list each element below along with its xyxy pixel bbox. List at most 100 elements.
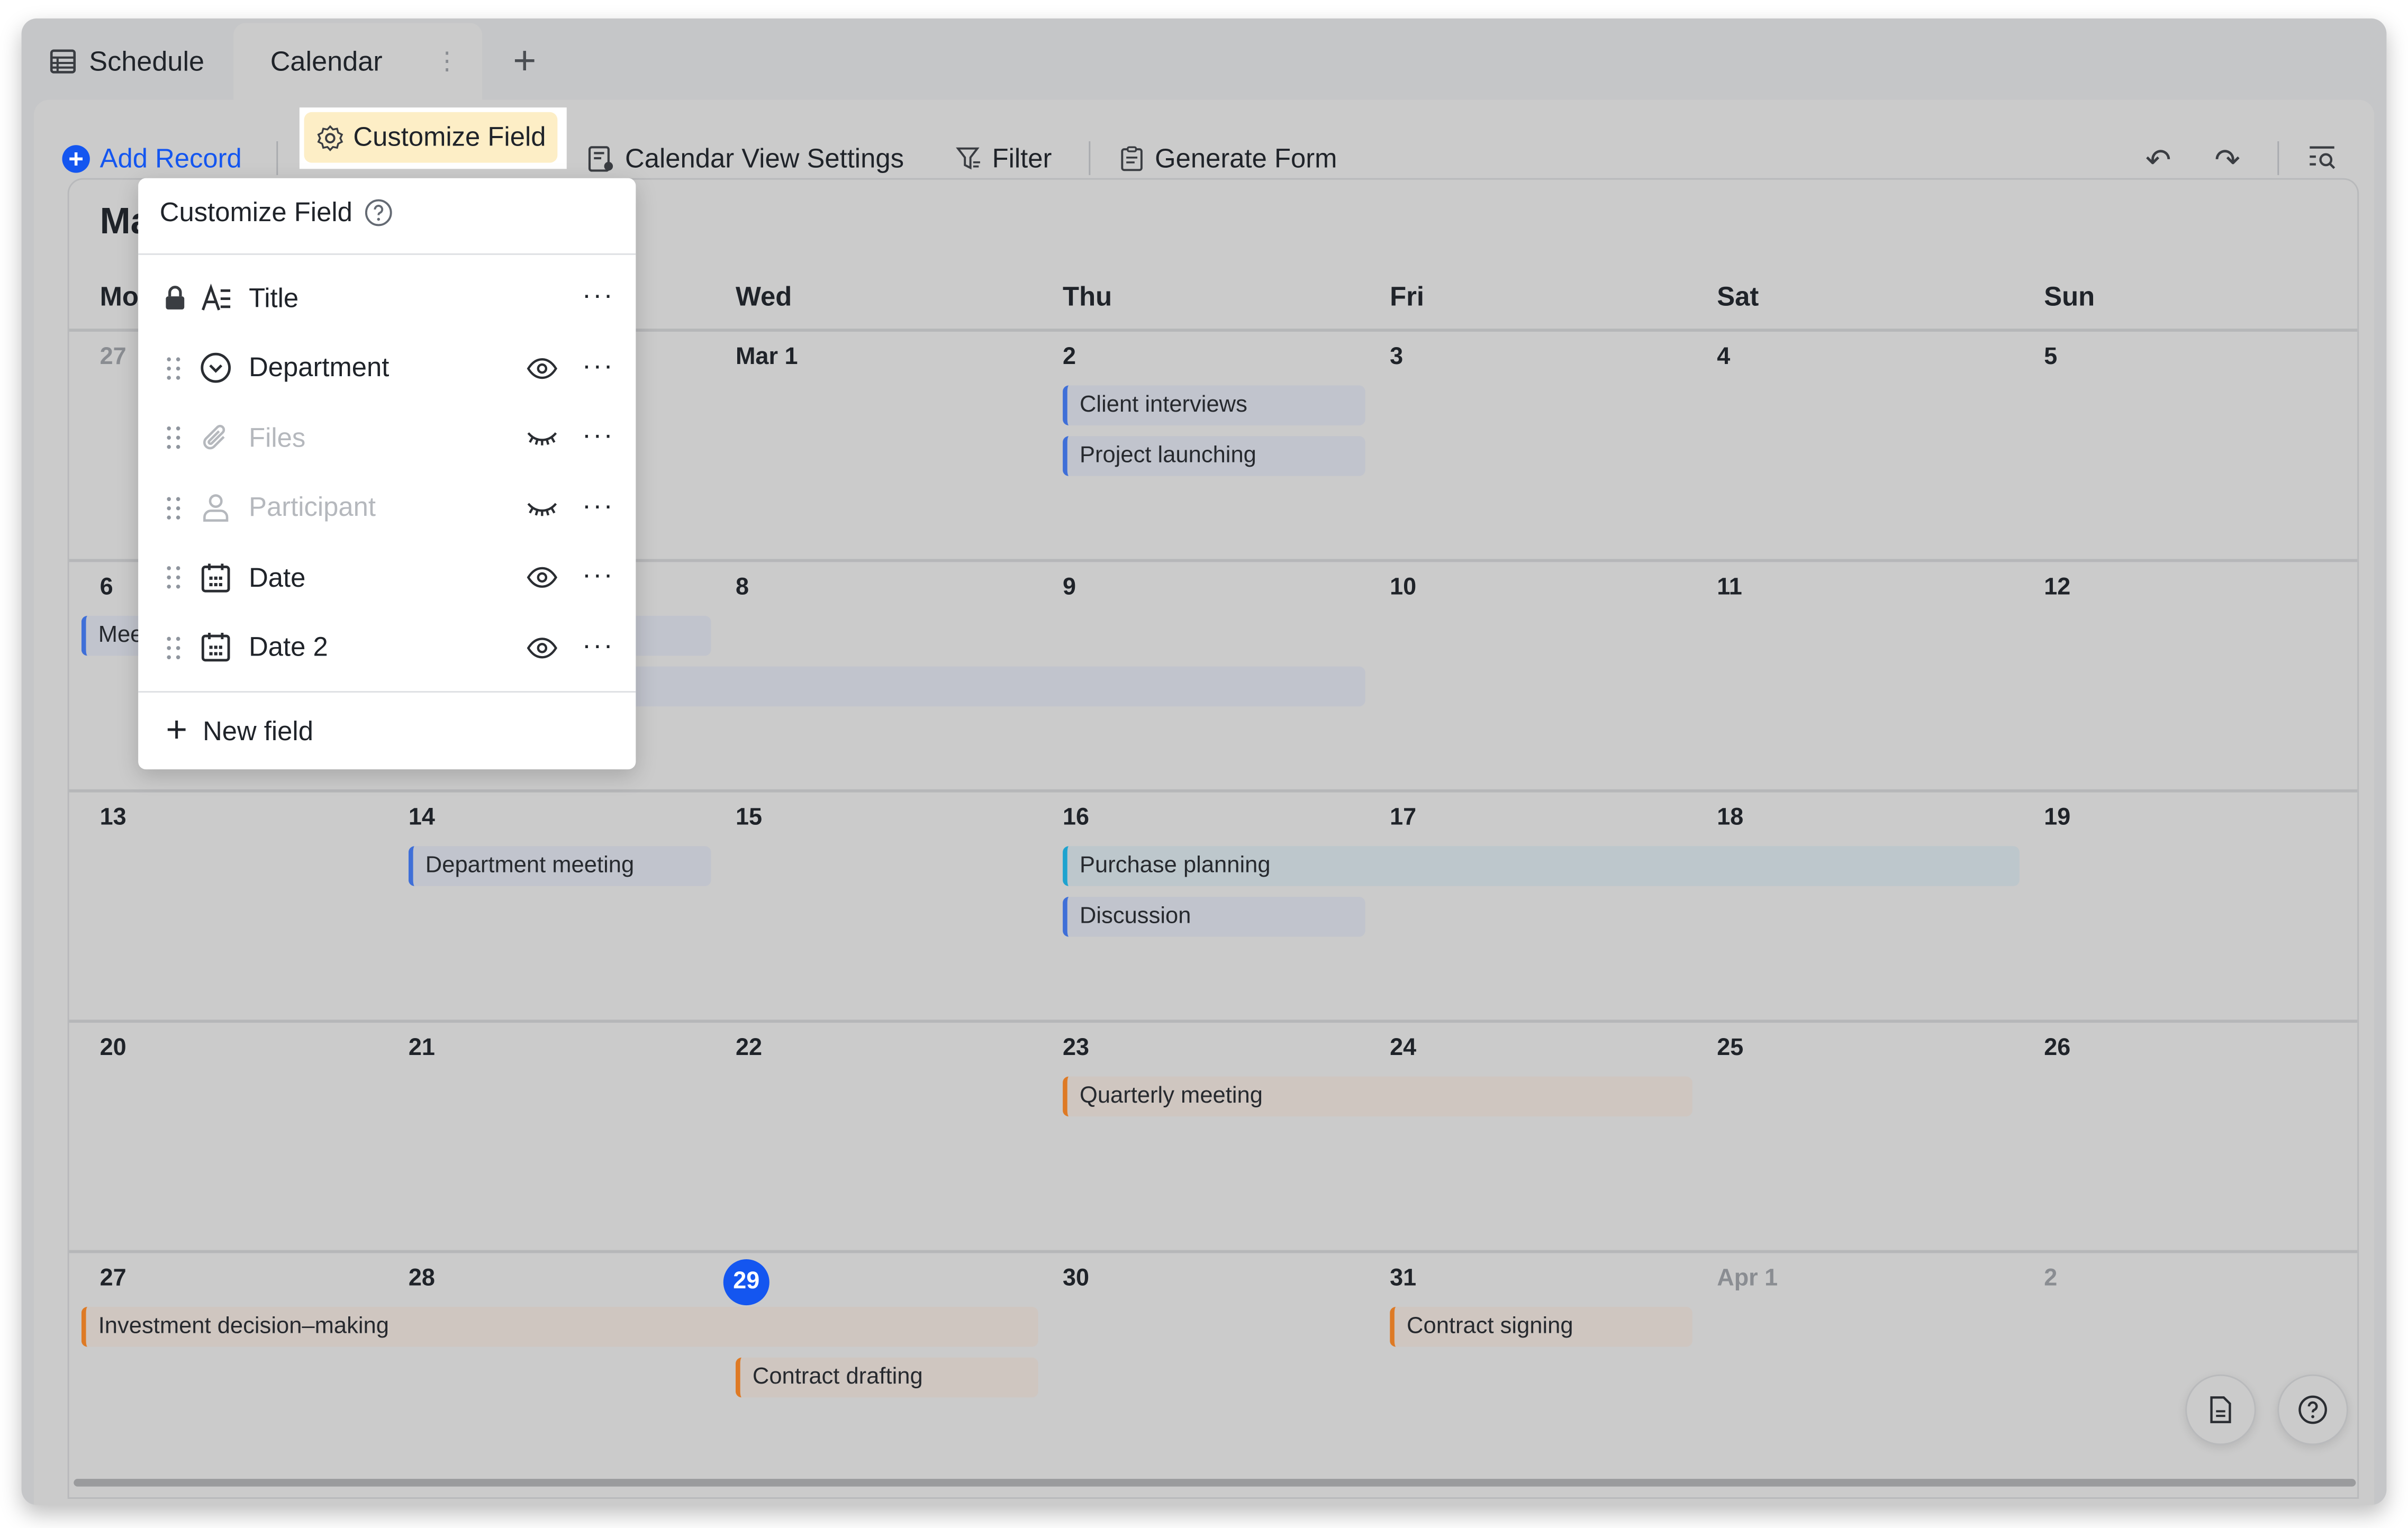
date-number: 24 (1390, 1035, 1417, 1061)
day-cell[interactable] (1390, 1253, 1717, 1480)
calendar-event[interactable]: Client interviews (1063, 385, 1365, 425)
more-icon[interactable]: ··· (582, 629, 614, 660)
field-row[interactable]: Date 2 ··· (138, 616, 636, 678)
eye-icon[interactable] (527, 357, 558, 379)
calendar-event[interactable]: Purchase planning (1063, 846, 2020, 886)
help-icon[interactable] (365, 198, 394, 227)
day-cell[interactable] (1063, 1253, 1390, 1480)
date-number: Mar 1 (735, 344, 798, 370)
field-row[interactable]: Title ··· (138, 267, 636, 329)
tab-more-icon[interactable]: ⋮ (434, 49, 459, 76)
date-number: 31 (1390, 1265, 1417, 1292)
week-divider (69, 1250, 2358, 1253)
eye-closed-icon[interactable] (527, 429, 557, 447)
form-icon (1121, 145, 1143, 170)
generate-form-button[interactable]: Generate Form (1118, 128, 1337, 189)
field-row[interactable]: Participant ··· (138, 477, 636, 538)
calendar-event[interactable]: Project launching (1063, 436, 1365, 476)
eye-closed-icon[interactable] (527, 498, 557, 517)
divider (138, 253, 636, 255)
date-number: 21 (408, 1035, 435, 1061)
day-cell[interactable] (1063, 1023, 1390, 1250)
drag-handle-icon[interactable] (166, 356, 181, 380)
day-cell[interactable] (82, 1253, 409, 1480)
field-name: Files (249, 421, 306, 452)
divider (138, 691, 636, 693)
day-cell[interactable] (2044, 332, 2371, 559)
day-cell[interactable] (1717, 332, 2044, 559)
day-cell[interactable] (1717, 1023, 2044, 1250)
calendar-event[interactable]: Contract signing (1390, 1307, 1692, 1347)
date-number: 14 (408, 804, 435, 831)
more-icon[interactable]: ··· (582, 559, 614, 590)
horizontal-scrollbar[interactable] (74, 1479, 2356, 1487)
calendar-event[interactable]: Contract drafting (735, 1357, 1038, 1398)
date-number: 8 (735, 574, 749, 601)
add-record-button[interactable]: Add Record (61, 128, 242, 189)
calendar-view-settings-button[interactable]: Calendar View Settings (586, 128, 904, 189)
day-cell[interactable] (1717, 562, 2044, 789)
tab-schedule[interactable]: Schedule (24, 23, 229, 100)
field-name: Participant (249, 491, 376, 522)
redo-icon[interactable]: ↷ (2214, 144, 2241, 178)
date-number: 17 (1390, 804, 1417, 831)
drag-handle-icon[interactable] (166, 425, 181, 450)
new-field-button[interactable]: + New field (138, 701, 636, 762)
day-cell[interactable] (82, 1023, 409, 1250)
more-icon[interactable]: ··· (582, 419, 614, 450)
day-cell[interactable] (2044, 562, 2371, 789)
more-icon[interactable]: ··· (582, 279, 614, 311)
more-icon[interactable]: ··· (582, 349, 614, 380)
date-number: 5 (2044, 344, 2058, 370)
drag-handle-icon[interactable] (166, 565, 181, 589)
drag-handle-icon[interactable] (166, 495, 181, 520)
day-cell[interactable] (2044, 793, 2371, 1020)
field-row[interactable]: Date ··· (138, 547, 636, 608)
customize-field-button[interactable]: Customize Field (304, 112, 558, 163)
week-divider (69, 1020, 2358, 1023)
filter-button[interactable]: Filter (955, 128, 1052, 189)
tab-label: Schedule (89, 45, 205, 76)
view-content: Add Record Customize Field Calendar View… (33, 99, 2375, 1505)
lock-icon (166, 286, 185, 310)
add-tab-button[interactable]: + (513, 37, 537, 83)
day-cell[interactable] (82, 793, 409, 1020)
filter-label: Filter (992, 142, 1052, 173)
day-cell[interactable] (1717, 793, 2044, 1020)
day-cell[interactable] (409, 1253, 736, 1480)
eye-icon[interactable] (527, 636, 558, 658)
eye-icon[interactable] (527, 567, 558, 588)
weekday-header: Sat (1717, 281, 1759, 312)
document-button[interactable] (2185, 1374, 2256, 1445)
date-number: 22 (735, 1035, 763, 1061)
day-cell[interactable] (736, 1023, 1063, 1250)
add-record-label: Add Record (99, 142, 242, 173)
field-row[interactable]: Department ··· (138, 337, 636, 398)
day-cell[interactable] (1390, 332, 1717, 559)
day-cell[interactable] (409, 1023, 736, 1250)
day-cell[interactable] (409, 793, 736, 1020)
date-number: 2 (1063, 344, 1076, 370)
more-icon[interactable]: ··· (582, 489, 614, 520)
day-cell[interactable] (2044, 1253, 2371, 1480)
single-select-icon (201, 352, 231, 383)
day-cell[interactable] (1390, 793, 1717, 1020)
search-list-icon[interactable] (2307, 144, 2338, 172)
day-cell[interactable] (1390, 562, 1717, 789)
plus-icon: + (166, 709, 188, 751)
calendar-grid: Ma MonTueWedThuFriSatSun 2728Mar 1234567… (67, 178, 2359, 1499)
filter-icon (956, 147, 980, 170)
field-row[interactable]: Files ··· (138, 407, 636, 468)
tab-calendar[interactable]: Calendar ⋮ (233, 23, 483, 100)
help-button[interactable] (2277, 1374, 2348, 1445)
calendar-event[interactable]: Discussion (1063, 897, 1365, 937)
day-cell[interactable] (736, 793, 1063, 1020)
date-number: 4 (1717, 344, 1731, 370)
undo-icon[interactable]: ↶ (2145, 144, 2171, 178)
day-cell[interactable] (1390, 1023, 1717, 1250)
drag-handle-icon[interactable] (166, 635, 181, 659)
calendar-event[interactable]: Department meeting (408, 846, 711, 886)
calendar-event[interactable]: Investment decision–making (81, 1307, 1038, 1347)
calendar-event[interactable]: Quarterly meeting (1063, 1076, 1692, 1117)
day-cell[interactable] (2044, 1023, 2371, 1250)
